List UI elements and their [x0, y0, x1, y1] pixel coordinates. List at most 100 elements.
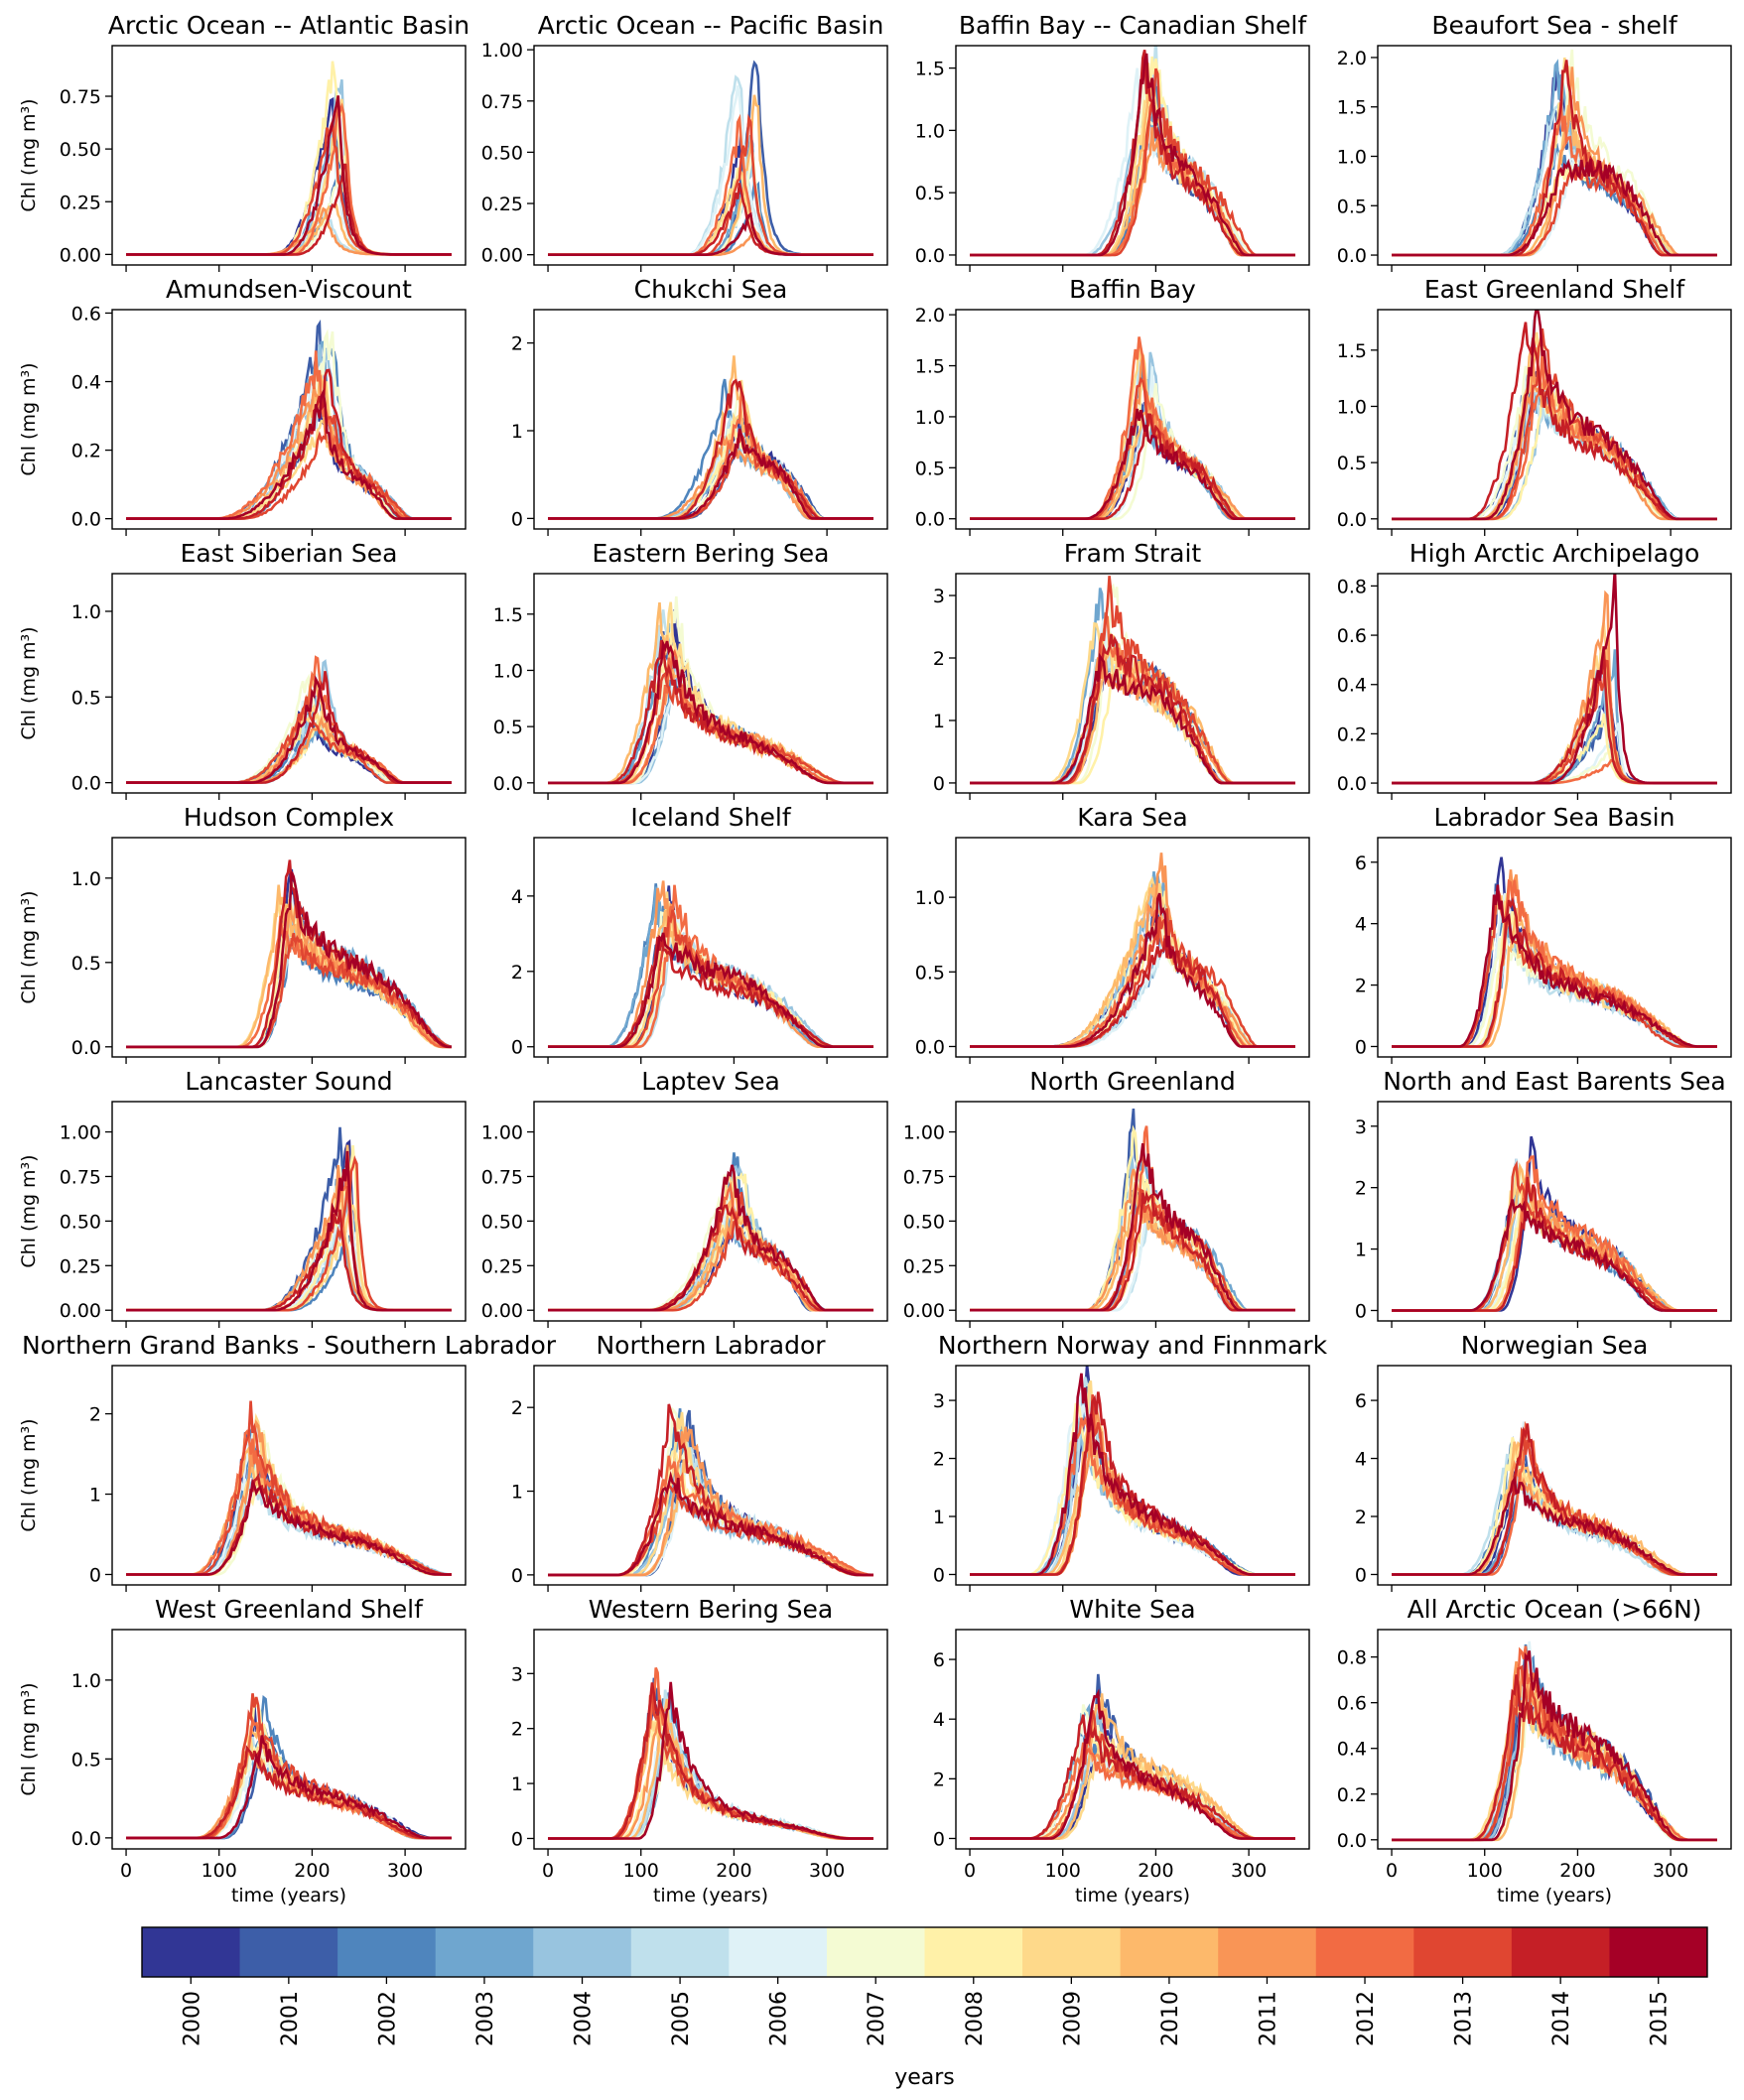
panel-title: Kara Sea — [1077, 803, 1187, 832]
y-tick-label: 0.25 — [481, 194, 523, 215]
colorbar-swatch — [729, 1927, 828, 1977]
panel-title: Western Bering Sea — [589, 1595, 833, 1624]
axes-frame — [955, 45, 1310, 266]
axes-frame — [1377, 1101, 1732, 1322]
y-tick-label: 1.5 — [1337, 97, 1367, 119]
series-line-2001 — [970, 1378, 1295, 1576]
series-line-2009 — [548, 1720, 873, 1840]
series-line-2005 — [548, 1689, 873, 1840]
y-tick-label: 3 — [933, 586, 945, 607]
series-line-2015 — [1392, 158, 1717, 257]
panel-title: Baffin Bay -- Canadian Shelf — [959, 11, 1308, 40]
y-tick-label: 1.0 — [1337, 396, 1367, 418]
y-tick-label: 0.4 — [71, 372, 101, 394]
colorbar-swatch — [533, 1927, 632, 1977]
axes-frame — [955, 1629, 1310, 1850]
colorbar-swatch — [1609, 1927, 1708, 1977]
y-tick-label: 0.00 — [481, 245, 523, 267]
y-tick-label: 0.00 — [60, 1300, 101, 1322]
panel: 0.0 0.5 1.0 Hudson Complex Chl (mg m³) — [18, 803, 467, 1064]
series-line-2010 — [1392, 1673, 1717, 1842]
axes-frame — [1377, 837, 1732, 1058]
axes-frame — [111, 1365, 467, 1586]
panel-title: Labrador Sea Basin — [1434, 803, 1676, 832]
series-line-2012 — [126, 101, 452, 256]
y-tick-label: 0 — [933, 1828, 945, 1850]
x-tick-label: 200 — [294, 1860, 330, 1882]
x-tick-label: 100 — [201, 1860, 237, 1882]
series-group — [126, 1126, 452, 1312]
y-tick-label: 0.00 — [903, 1300, 945, 1322]
panel-title: Hudson Complex — [184, 803, 394, 832]
x-tick-label: 100 — [1467, 1860, 1503, 1882]
series-line-2004 — [126, 79, 452, 256]
x-tick-label: 300 — [1653, 1860, 1688, 1882]
axes-frame — [533, 1365, 888, 1586]
panel: 0.0 0.5 1.0 1.5 East Greenland Shelf — [1337, 275, 1732, 536]
y-tick-label: 0 — [933, 1564, 945, 1586]
axes-frame — [111, 573, 467, 794]
series-line-2014 — [548, 936, 873, 1048]
series-line-2015 — [548, 932, 873, 1048]
y-tick-label: 4 — [933, 1709, 945, 1731]
y-tick-label: 0.0 — [1337, 1830, 1367, 1852]
series-line-2014 — [126, 163, 452, 256]
axes-frame — [1377, 45, 1732, 266]
y-tick-label: 2 — [511, 962, 523, 984]
x-tick-label: 0 — [1386, 1860, 1398, 1882]
series-line-2010 — [1392, 647, 1717, 785]
y-tick-label: 0.5 — [915, 962, 945, 984]
y-tick-label: 0.6 — [71, 303, 101, 325]
panel: 0 1 2 3 North and East Barents Sea — [1355, 1067, 1732, 1328]
series-group — [126, 61, 452, 256]
series-line-2010 — [548, 94, 873, 256]
colorbar-tick-label: 2006 — [767, 1991, 792, 2046]
series-line-2015 — [1392, 884, 1717, 1048]
y-tick-label: 0.0 — [1337, 773, 1367, 795]
x-tick-label: 300 — [1231, 1860, 1267, 1882]
y-tick-label: 0.25 — [60, 1255, 101, 1277]
colorbar-swatch — [826, 1927, 925, 1977]
series-line-2012 — [126, 1165, 452, 1312]
series-group — [126, 859, 453, 1049]
y-tick-label: 1.0 — [71, 868, 101, 890]
colorbar-swatch — [924, 1927, 1023, 1977]
y-tick-label: 0.0 — [915, 245, 945, 267]
y-tick-label: 0.5 — [71, 1749, 101, 1771]
series-group — [548, 1152, 873, 1312]
series-line-2000 — [1392, 681, 1717, 785]
series-line-2008 — [1392, 160, 1717, 257]
series-line-2012 — [1392, 878, 1717, 1048]
y-tick-label: 0.0 — [71, 509, 101, 531]
series-group — [970, 1108, 1295, 1312]
panel: 0 1 2 Northern Labrador — [511, 1331, 888, 1592]
y-axis-label: Chl (mg m³) — [18, 890, 40, 1003]
panel: 0.0 0.5 1.0 1.5 Baffin Bay -- Canadian Shelf — [915, 11, 1310, 272]
y-tick-label: 2.0 — [915, 305, 945, 327]
axes-frame — [955, 573, 1310, 794]
series-line-2004 — [126, 344, 452, 520]
colorbar-swatch — [1413, 1927, 1513, 1977]
series-line-2009 — [970, 1379, 1295, 1576]
series-line-2013 — [126, 1400, 452, 1576]
series-line-2001 — [126, 1126, 452, 1312]
y-tick-label: 1 — [1355, 1240, 1367, 1261]
panel-title: Fram Strait — [1064, 539, 1202, 568]
y-tick-label: 0.2 — [71, 441, 101, 462]
y-tick-label: 0.2 — [1337, 723, 1367, 745]
x-tick-label: 100 — [623, 1860, 659, 1882]
panel: 0.00 0.25 0.50 0.75 1.00 Laptev Sea — [481, 1067, 888, 1328]
panel-title: North Greenland — [1029, 1067, 1236, 1096]
y-tick-label: 1.0 — [915, 120, 945, 142]
y-tick-label: 2.0 — [1337, 48, 1367, 69]
y-axis-label: Chl (mg m³) — [18, 1418, 40, 1531]
colorbar-tick-label: 2000 — [180, 1991, 204, 2046]
y-tick-label: 0 — [1355, 1564, 1367, 1586]
panel-title: Laptev Sea — [641, 1067, 780, 1096]
series-line-2001 — [126, 129, 452, 256]
series-line-2014 — [548, 1682, 873, 1840]
series-line-2014 — [1392, 1423, 1717, 1576]
y-tick-label: 0.5 — [1337, 196, 1367, 217]
series-line-2015 — [126, 871, 452, 1049]
